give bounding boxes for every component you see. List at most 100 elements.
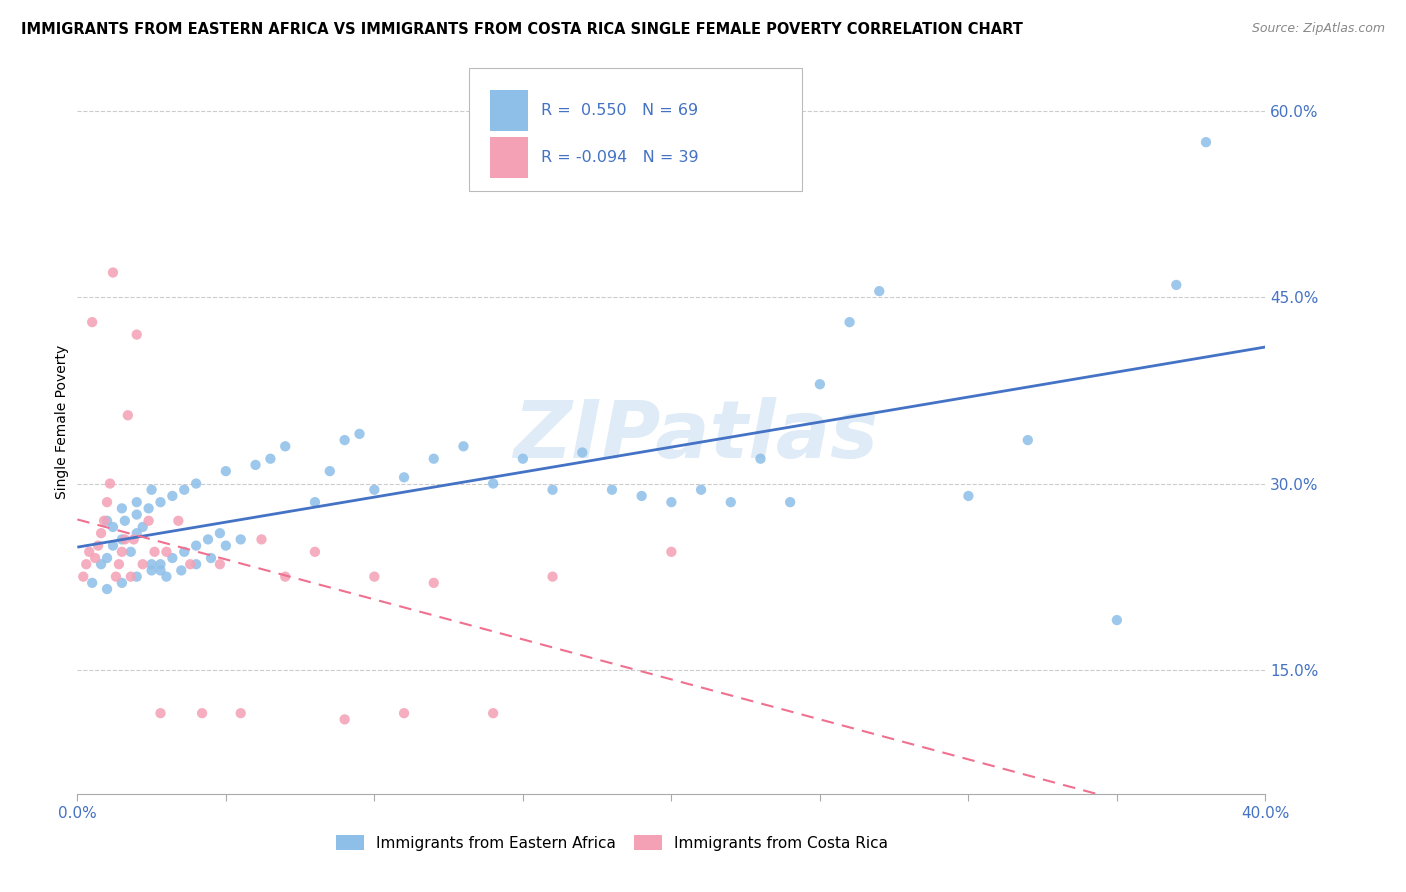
- Point: [630, 489, 652, 503]
- Point: [541, 569, 564, 583]
- Point: [422, 575, 444, 590]
- Point: [149, 706, 172, 721]
- Point: [155, 569, 177, 583]
- Point: [111, 533, 134, 547]
- Point: [149, 558, 172, 572]
- Point: [512, 451, 534, 466]
- Point: [868, 284, 890, 298]
- Point: [98, 476, 121, 491]
- Point: [87, 539, 110, 553]
- FancyBboxPatch shape: [470, 68, 801, 191]
- Point: [838, 315, 860, 329]
- Point: [77, 545, 100, 559]
- Point: [82, 575, 104, 590]
- Point: [141, 483, 163, 497]
- Point: [274, 439, 297, 453]
- Point: [104, 569, 127, 583]
- Point: [229, 533, 252, 547]
- Point: [162, 489, 184, 503]
- Point: [96, 551, 118, 566]
- Text: R = -0.094   N = 39: R = -0.094 N = 39: [541, 150, 699, 164]
- Text: ZIPatlas: ZIPatlas: [513, 397, 877, 475]
- Point: [661, 495, 683, 509]
- Point: [120, 569, 142, 583]
- Point: [82, 315, 104, 329]
- Point: [111, 575, 134, 590]
- Point: [170, 564, 193, 578]
- Point: [392, 470, 415, 484]
- Point: [571, 445, 593, 459]
- Point: [131, 520, 153, 534]
- Point: [333, 433, 356, 447]
- Point: [149, 495, 172, 509]
- Point: [143, 545, 166, 559]
- Point: [215, 464, 238, 478]
- Point: [162, 551, 184, 566]
- Point: [141, 558, 163, 572]
- Point: [482, 476, 505, 491]
- Point: [250, 533, 273, 547]
- Point: [1195, 135, 1218, 149]
- Point: [690, 483, 713, 497]
- Legend: Immigrants from Eastern Africa, Immigrants from Costa Rica: Immigrants from Eastern Africa, Immigran…: [330, 830, 894, 857]
- Point: [101, 520, 124, 534]
- Point: [304, 545, 326, 559]
- Point: [138, 501, 160, 516]
- Point: [245, 458, 267, 472]
- Point: [333, 712, 356, 726]
- Point: [259, 451, 281, 466]
- Point: [208, 526, 231, 541]
- Point: [808, 377, 831, 392]
- Point: [186, 476, 208, 491]
- Point: [179, 558, 201, 572]
- Point: [114, 533, 136, 547]
- Point: [349, 426, 371, 441]
- Point: [186, 558, 208, 572]
- Point: [125, 526, 148, 541]
- Point: [1105, 613, 1128, 627]
- Point: [197, 533, 219, 547]
- Point: [122, 533, 145, 547]
- Point: [75, 558, 97, 572]
- Text: Source: ZipAtlas.com: Source: ZipAtlas.com: [1251, 22, 1385, 36]
- Point: [200, 551, 222, 566]
- Point: [114, 514, 136, 528]
- Point: [392, 706, 415, 721]
- Point: [215, 539, 238, 553]
- Point: [120, 545, 142, 559]
- Point: [957, 489, 980, 503]
- Point: [138, 514, 160, 528]
- Point: [319, 464, 342, 478]
- Point: [304, 495, 326, 509]
- Y-axis label: Single Female Poverty: Single Female Poverty: [55, 344, 69, 499]
- Point: [541, 483, 564, 497]
- Point: [720, 495, 742, 509]
- Point: [1017, 433, 1039, 447]
- Point: [101, 539, 124, 553]
- Point: [274, 569, 297, 583]
- Point: [93, 514, 115, 528]
- Point: [141, 564, 163, 578]
- Point: [108, 558, 131, 572]
- Point: [482, 706, 505, 721]
- Text: R =  0.550   N = 69: R = 0.550 N = 69: [541, 103, 697, 118]
- Point: [125, 495, 148, 509]
- Point: [749, 451, 772, 466]
- Point: [111, 501, 134, 516]
- Point: [155, 545, 177, 559]
- Point: [661, 545, 683, 559]
- Point: [90, 558, 112, 572]
- FancyBboxPatch shape: [489, 90, 527, 130]
- Point: [117, 409, 139, 423]
- Point: [600, 483, 623, 497]
- Point: [96, 495, 118, 509]
- Point: [125, 508, 148, 522]
- Point: [191, 706, 214, 721]
- Point: [96, 582, 118, 596]
- Point: [363, 569, 385, 583]
- Point: [363, 483, 385, 497]
- Point: [125, 327, 148, 342]
- Point: [453, 439, 475, 453]
- Point: [125, 569, 148, 583]
- Point: [96, 514, 118, 528]
